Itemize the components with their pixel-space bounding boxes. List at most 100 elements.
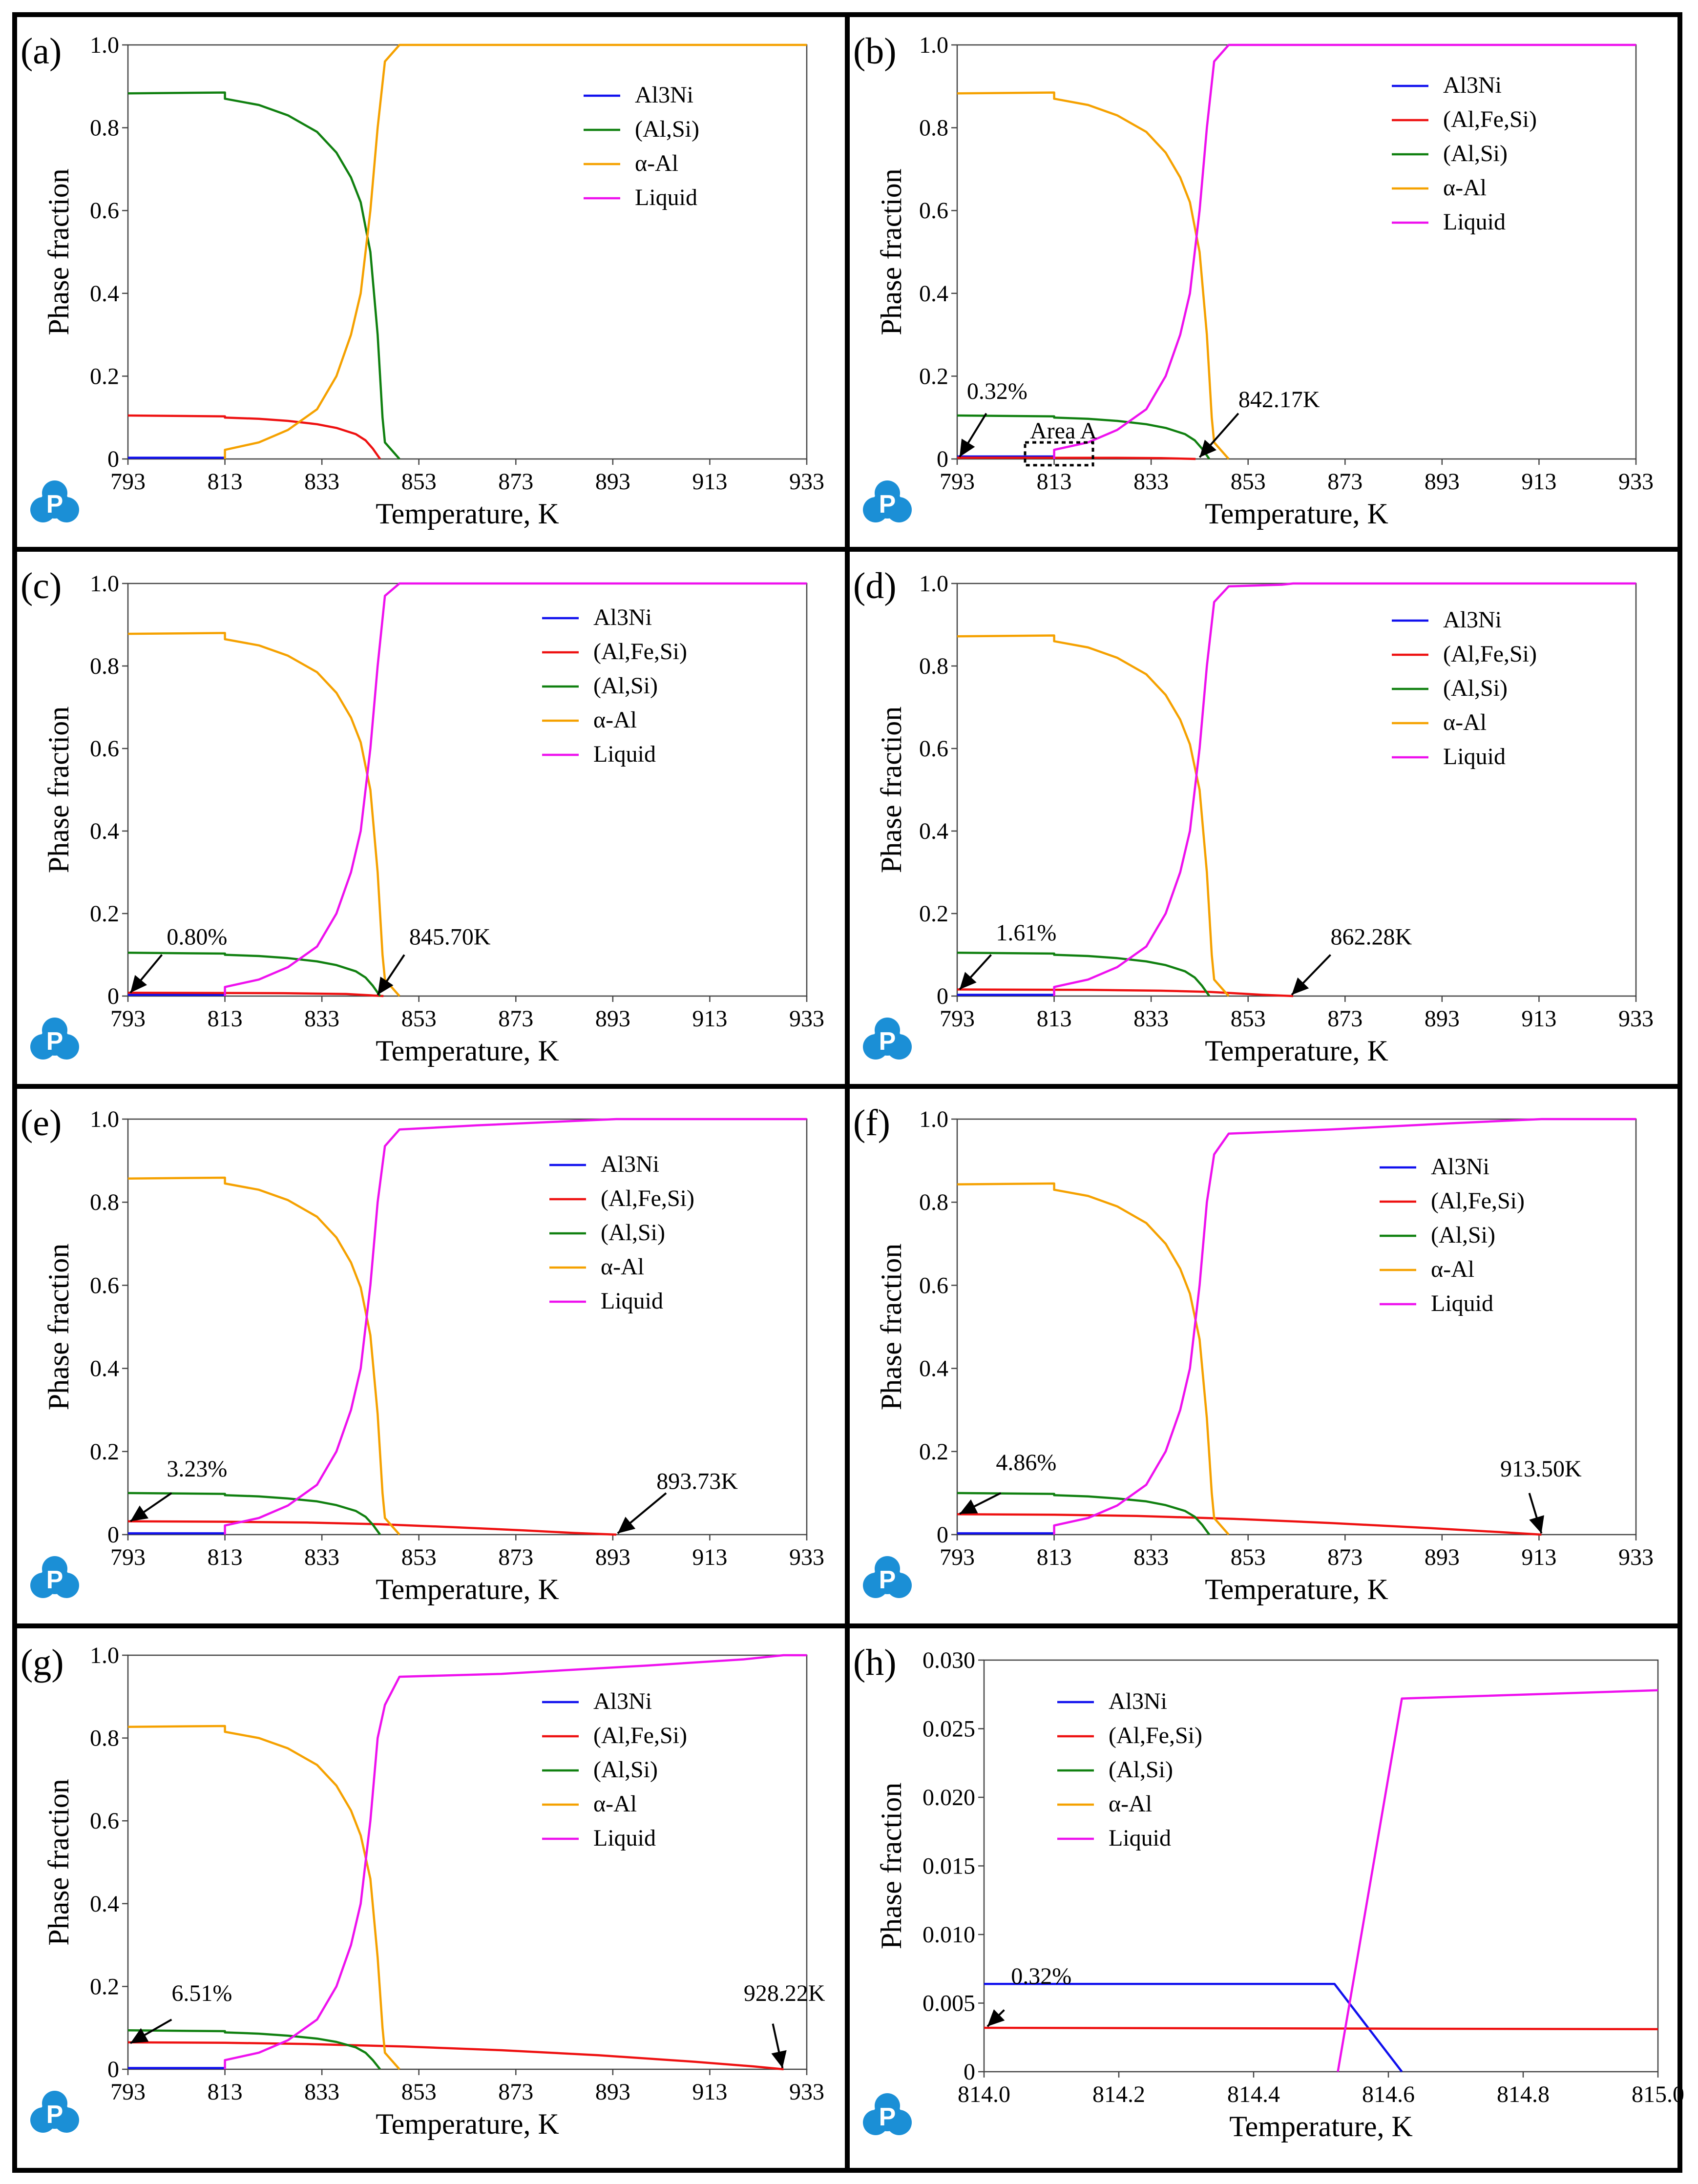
y-axis-title: Phase fraction bbox=[875, 168, 907, 335]
x-tick-label: 913 bbox=[692, 1544, 727, 1570]
y-tick-label: 0.6 bbox=[90, 198, 119, 224]
annotation-label: 845.70K bbox=[409, 924, 491, 950]
x-tick-label: 814.4 bbox=[1227, 2081, 1280, 2107]
x-tick-label: 814.2 bbox=[1092, 2081, 1145, 2107]
panel-label: (d) bbox=[853, 565, 897, 606]
y-tick-label: 0.2 bbox=[90, 363, 119, 389]
series-line--al-fe-si- bbox=[128, 991, 384, 998]
annotation-label: 0.32% bbox=[1011, 1963, 1071, 1989]
legend-label: α-Al bbox=[593, 1791, 637, 1817]
y-tick-label: 0 bbox=[964, 2059, 975, 2085]
annotation-arrowhead bbox=[959, 438, 975, 457]
series-line--al-fe-si- bbox=[957, 988, 1293, 998]
logo-lobe bbox=[873, 1565, 902, 1594]
y-tick-label: 0.2 bbox=[90, 1974, 119, 1999]
logo-lobe bbox=[873, 1026, 902, 1056]
series-line-liquid bbox=[224, 1654, 807, 2069]
legend-label: Liquid bbox=[601, 1288, 663, 1314]
logo-letter: P bbox=[46, 490, 63, 519]
y-tick-label: 0 bbox=[937, 1522, 948, 1548]
legend-label: Al3Ni bbox=[1443, 607, 1502, 633]
legend-label: α-Al bbox=[1109, 1791, 1152, 1817]
x-tick-label: 873 bbox=[498, 1006, 533, 1032]
panel-label: (f) bbox=[853, 1102, 890, 1144]
y-tick-label: 0.6 bbox=[919, 736, 948, 762]
x-axis-title: Temperature, K bbox=[376, 1035, 559, 1067]
logo-lobe bbox=[40, 489, 69, 519]
annotation-arrowhead bbox=[1529, 1515, 1544, 1534]
logo-lobe bbox=[873, 2102, 902, 2131]
series-line--al bbox=[957, 91, 1230, 460]
plot-area bbox=[127, 44, 808, 460]
annotation-label: 913.50K bbox=[1500, 1456, 1582, 1482]
series-line--al bbox=[128, 1176, 400, 1536]
software-logo-icon: P bbox=[863, 2093, 912, 2135]
series-line-liquid bbox=[224, 1118, 807, 1535]
x-tick-label: 853 bbox=[401, 1544, 437, 1570]
x-tick-label: 813 bbox=[1037, 469, 1072, 495]
software-logo-icon: P bbox=[30, 1018, 79, 1060]
series-line--al-fe-si- bbox=[957, 1513, 1542, 1536]
logo-letter: P bbox=[879, 1027, 896, 1056]
y-tick-label: 0 bbox=[107, 446, 119, 472]
x-tick-label: 933 bbox=[789, 1544, 824, 1570]
y-tick-label: 0.8 bbox=[919, 115, 948, 141]
software-logo-icon: P bbox=[30, 1556, 79, 1598]
y-tick-label: 0.2 bbox=[919, 1439, 948, 1465]
x-tick-label: 833 bbox=[1133, 469, 1169, 495]
y-axis-title: Phase fraction bbox=[875, 1244, 907, 1411]
y-tick-label: 0.2 bbox=[919, 363, 948, 389]
annotation-arrowhead bbox=[130, 975, 147, 993]
legend-label: Al3Ni bbox=[1109, 1688, 1167, 1714]
y-tick-label: 0.8 bbox=[919, 653, 948, 679]
logo-lobe bbox=[40, 1565, 69, 1594]
legend-label: α-Al bbox=[1431, 1256, 1474, 1282]
x-tick-label: 933 bbox=[789, 469, 824, 495]
legend-label: (Al,Si) bbox=[635, 116, 699, 142]
x-axis-title: Temperature, K bbox=[1205, 1573, 1388, 1605]
series-line--al-fe-si- bbox=[957, 457, 1196, 460]
y-tick-label: 0 bbox=[937, 983, 948, 1009]
y-tick-label: 0 bbox=[937, 446, 948, 472]
annotation-arrowhead bbox=[959, 1499, 978, 1514]
y-tick-label: 1.0 bbox=[90, 1106, 119, 1132]
y-tick-label: 0.005 bbox=[922, 1991, 975, 2017]
legend-label: (Al,Si) bbox=[1443, 675, 1508, 701]
x-tick-label: 893 bbox=[595, 2079, 630, 2105]
legend-label: (Al,Fe,Si) bbox=[593, 1723, 687, 1748]
annotation-arrowhead bbox=[130, 2028, 149, 2043]
logo-letter: P bbox=[46, 2101, 63, 2129]
x-tick-label: 913 bbox=[1521, 1544, 1556, 1570]
legend-label: Al3Ni bbox=[593, 1688, 652, 1714]
annotation-arrowhead bbox=[1292, 977, 1309, 995]
x-tick-label: 873 bbox=[498, 469, 533, 495]
annotation-label: 1.61% bbox=[996, 920, 1056, 946]
panel-label: (b) bbox=[853, 31, 897, 72]
y-axis-title: Phase fraction bbox=[42, 1244, 75, 1411]
legend-label: (Al,Fe,Si) bbox=[1443, 641, 1537, 667]
legend-label: α-Al bbox=[1443, 709, 1487, 735]
x-tick-label: 893 bbox=[1425, 469, 1460, 495]
y-tick-label: 1.0 bbox=[90, 1643, 119, 1668]
panel-h: 814.0 814.2 814.4 814.6 814.8 815.0 0 0.005 0.01… bbox=[845, 1623, 1684, 2173]
panel-label: (a) bbox=[21, 31, 62, 72]
software-logo-icon: P bbox=[30, 2091, 79, 2133]
x-tick-label: 813 bbox=[208, 1544, 243, 1570]
series-line--al-fe-si- bbox=[984, 2026, 1658, 2031]
y-axis-title: Phase fraction bbox=[42, 168, 75, 335]
x-tick-label: 814.8 bbox=[1497, 2081, 1550, 2107]
x-tick-label: 793 bbox=[110, 2079, 146, 2105]
y-axis-title: Phase fraction bbox=[875, 1783, 907, 1950]
series-line--al-si- bbox=[128, 1492, 381, 1536]
x-axis-title: Temperature, K bbox=[1205, 1035, 1388, 1067]
y-tick-label: 0.6 bbox=[90, 1272, 119, 1298]
x-tick-label: 815.0 bbox=[1632, 2081, 1684, 2107]
y-tick-label: 0.6 bbox=[90, 1808, 119, 1834]
x-tick-label: 913 bbox=[692, 1006, 727, 1032]
annotation-arrowhead bbox=[987, 2009, 1005, 2027]
logo-lobe bbox=[873, 489, 902, 519]
area-a-box bbox=[1024, 441, 1094, 467]
x-axis-title: Temperature, K bbox=[376, 2108, 559, 2140]
legend-label: Al3Ni bbox=[1443, 72, 1502, 98]
x-tick-label: 793 bbox=[110, 1006, 146, 1032]
